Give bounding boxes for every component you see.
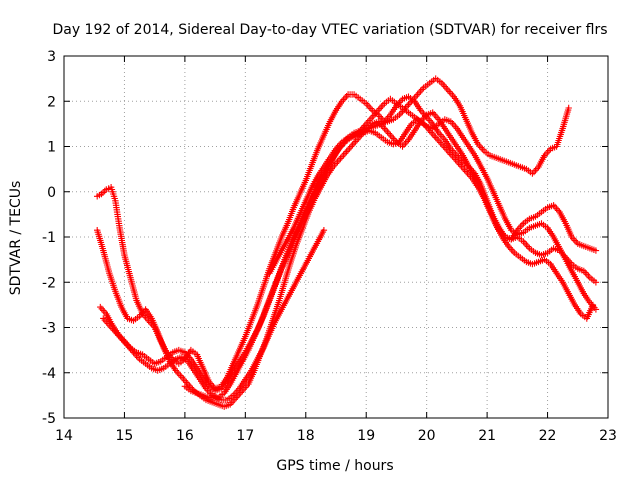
x-tick-label: 14 xyxy=(55,428,73,444)
y-tick-label: -4 xyxy=(42,366,56,382)
x-axis-label: GPS time / hours xyxy=(276,458,393,474)
series-track-6 xyxy=(266,95,600,313)
series-layer xyxy=(94,75,600,410)
y-tick-label: 0 xyxy=(47,185,56,201)
x-tick-label: 20 xyxy=(418,428,436,444)
y-tick-label: -2 xyxy=(42,275,56,291)
x-tick-label: 19 xyxy=(357,428,375,444)
x-tick-label: 16 xyxy=(176,428,194,444)
series-markers xyxy=(266,95,600,313)
x-tick-label: 17 xyxy=(236,428,254,444)
x-tick-label: 21 xyxy=(478,428,496,444)
y-tick-label: -1 xyxy=(42,230,56,246)
series-markers xyxy=(181,227,328,404)
grid xyxy=(64,56,608,418)
y-tick-label: 3 xyxy=(47,49,56,65)
x-tick-label: 23 xyxy=(599,428,617,444)
series-track-5 xyxy=(181,227,328,404)
y-tick-label: -3 xyxy=(42,321,56,337)
x-tick-label: 22 xyxy=(539,428,557,444)
x-tick-label: 18 xyxy=(297,428,315,444)
y-axis-label: SDTVAR / TECUs xyxy=(8,181,24,296)
y-tick-label: -5 xyxy=(42,411,56,427)
x-tick-label: 15 xyxy=(116,428,134,444)
chart-title: Day 192 of 2014, Sidereal Day-to-day VTE… xyxy=(52,22,607,38)
y-tick-label: 2 xyxy=(47,94,56,110)
y-tick-label: 1 xyxy=(47,140,56,156)
